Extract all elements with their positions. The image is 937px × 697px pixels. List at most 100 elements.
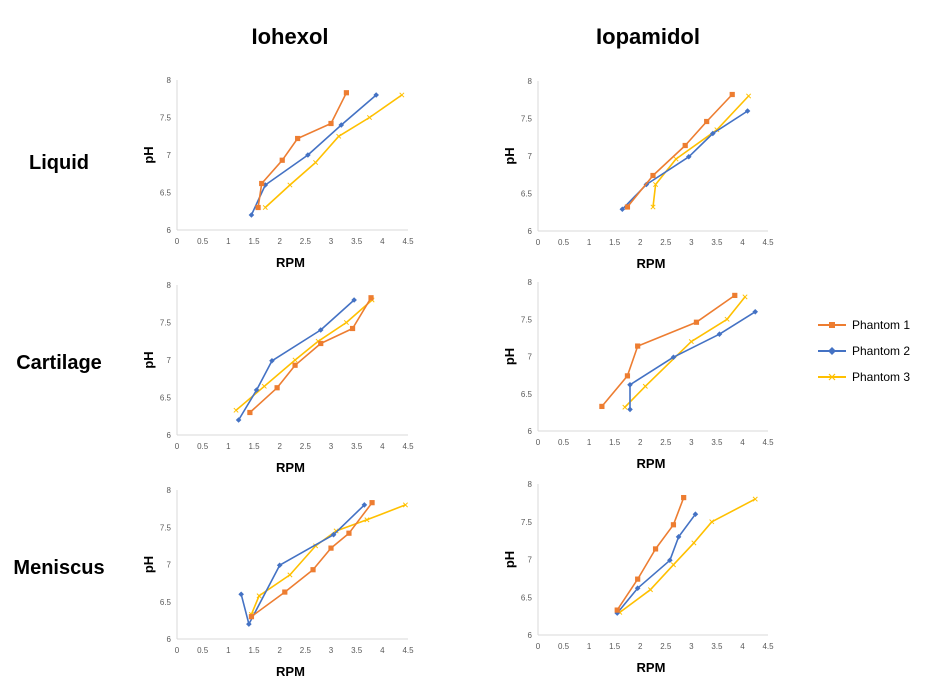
legend-marker-square-icon (818, 322, 846, 328)
chart-1: 6 6.5 7 7.5 8 0 0.5 1 1.5 2 2.5 3 3.5 4 4.5 RPM pH (141, 76, 414, 270)
legend-label: Phantom 1 (852, 318, 911, 332)
x-marker-stroke (366, 114, 373, 121)
data-point-phantom-1 (693, 319, 700, 325)
data-point-phantom-3 (233, 407, 239, 413)
x-marker-stroke (673, 156, 679, 162)
data-point-phantom-1 (732, 292, 738, 299)
data-point-phantom-3 (709, 519, 715, 525)
data-point-phantom-3 (402, 502, 408, 508)
x-tick-label: 2 (638, 238, 643, 247)
x-tick-label: 3.5 (351, 442, 363, 451)
data-point-phantom-2 (627, 406, 633, 413)
x-tick-label: 0 (175, 646, 180, 655)
data-point-phantom-3 (622, 404, 628, 410)
x-marker-stroke (622, 404, 628, 410)
chart-2: 6 6.5 7 7.5 8 0 0.5 1 1.5 2 2.5 3 3.5 4 4.5 RPM pH (502, 77, 774, 271)
data-point-phantom-1 (635, 343, 641, 349)
data-point-phantom-2 (351, 297, 357, 303)
x-tick-label: 2 (638, 438, 643, 447)
series-line-phantom-1 (257, 92, 348, 208)
y-tick-label: 7 (167, 151, 172, 160)
data-point-phantom-2 (248, 212, 255, 218)
y-tick-label: 8 (528, 278, 533, 287)
x-marker-stroke (256, 593, 262, 599)
data-point-phantom-3 (364, 517, 370, 523)
x-tick-label: 0.5 (558, 238, 570, 247)
legend-item-phantom-2: Phantom 2 (818, 338, 910, 364)
data-point-phantom-3 (313, 159, 319, 166)
series-line-phantom-1 (601, 294, 736, 407)
data-point-phantom-1 (259, 180, 265, 187)
x-marker-stroke (261, 383, 267, 389)
data-point-phantom-1 (729, 91, 735, 98)
x-tick-label: 1.5 (248, 646, 260, 655)
x-tick-label: 2.5 (300, 646, 312, 655)
x-marker-stroke (642, 383, 648, 389)
x-tick-label: 2.5 (660, 642, 672, 651)
x-tick-label: 1.5 (248, 237, 260, 246)
data-point-phantom-1 (328, 120, 334, 127)
series-line-phantom-1 (250, 502, 373, 618)
x-tick-label: 2.5 (300, 442, 312, 451)
series-line-phantom-3 (619, 498, 756, 614)
data-point-phantom-3 (287, 182, 293, 188)
data-point-phantom-3 (691, 540, 697, 546)
data-point-phantom-1 (295, 135, 301, 142)
x-tick-label: 4 (740, 438, 745, 447)
x-marker-stroke (724, 316, 730, 322)
data-point-phantom-1 (624, 204, 631, 210)
y-tick-label: 7 (167, 356, 172, 365)
x-marker-stroke (343, 319, 349, 326)
y-tick-label: 6 (528, 227, 533, 236)
data-point-phantom-1 (279, 157, 285, 163)
data-point-phantom-1 (635, 576, 641, 582)
x-tick-label: 1 (226, 442, 231, 451)
chart-6: 6 6.5 7 7.5 8 0 0.5 1 1.5 2 2.5 3 3.5 4 4.5 RPM pH (502, 480, 774, 675)
x-tick-label: 0 (175, 442, 180, 451)
x-marker-stroke (653, 181, 659, 188)
data-point-phantom-1 (292, 362, 298, 368)
x-tick-label: 4.5 (762, 438, 774, 447)
x-tick-label: 4.5 (402, 442, 414, 451)
legend: Phantom 1 Phantom 2 Phantom 3 (818, 312, 910, 390)
x-tick-label: 1 (587, 642, 592, 651)
data-point-phantom-1 (682, 142, 688, 149)
x-tick-label: 1 (226, 237, 231, 246)
data-point-phantom-1 (274, 385, 280, 391)
row-title-cartilage: Cartilage (16, 352, 102, 374)
x-marker-stroke (287, 572, 293, 578)
y-tick-label: 7.5 (160, 523, 172, 532)
y-tick-label: 6.5 (521, 390, 533, 399)
data-point-phantom-3 (642, 383, 648, 389)
x-tick-label: 1.5 (609, 642, 621, 651)
data-point-phantom-1 (650, 172, 656, 179)
y-tick-label: 6 (167, 226, 172, 235)
y-tick-label: 7.5 (160, 114, 172, 123)
y-tick-label: 8 (528, 480, 533, 489)
legend-marker-x-icon (818, 373, 846, 381)
y-axis-label: pH (502, 551, 517, 568)
data-point-phantom-2 (675, 534, 682, 540)
x-tick-label: 3.5 (351, 237, 363, 246)
data-point-phantom-3 (650, 204, 656, 210)
data-point-phantom-3 (670, 562, 676, 568)
series-line-phantom-3 (235, 299, 373, 411)
data-point-phantom-3 (742, 294, 748, 300)
data-point-phantom-1 (248, 614, 255, 620)
x-tick-label: 0 (536, 238, 541, 247)
x-marker-stroke (752, 496, 758, 502)
data-point-phantom-2 (235, 417, 242, 423)
x-tick-label: 3.5 (711, 642, 723, 651)
series-line-phantom-2 (250, 94, 377, 216)
data-point-phantom-3 (287, 572, 293, 578)
x-axis-label: RPM (637, 456, 666, 471)
x-tick-label: 3 (329, 442, 334, 451)
x-tick-label: 0 (536, 438, 541, 447)
series-line-phantom-2 (616, 513, 697, 614)
data-point-phantom-2 (276, 562, 283, 569)
data-point-phantom-2 (685, 153, 692, 160)
data-point-phantom-2 (744, 108, 751, 114)
x-axis-label: RPM (276, 255, 305, 270)
x-tick-label: 3 (689, 438, 694, 447)
data-point-phantom-2 (716, 331, 723, 337)
